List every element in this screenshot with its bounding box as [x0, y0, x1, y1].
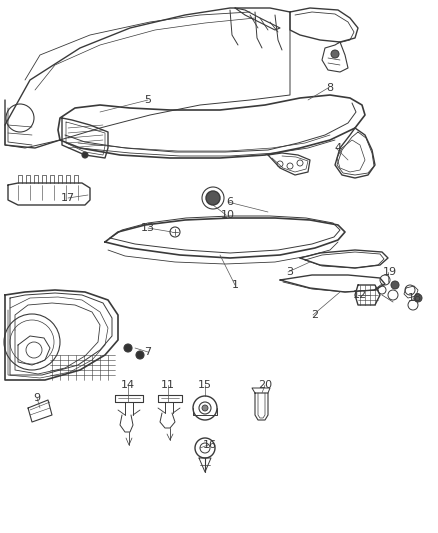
Text: 6: 6 [226, 197, 233, 207]
Circle shape [391, 281, 399, 289]
Circle shape [202, 405, 208, 411]
Text: 2: 2 [311, 310, 318, 320]
Circle shape [82, 152, 88, 158]
Text: 18: 18 [408, 293, 422, 303]
Text: 4: 4 [335, 143, 342, 153]
Circle shape [206, 191, 220, 205]
Circle shape [414, 294, 422, 302]
Text: 13: 13 [141, 223, 155, 233]
Circle shape [124, 344, 132, 352]
Text: 12: 12 [353, 290, 367, 300]
Text: 19: 19 [383, 267, 397, 277]
Text: 8: 8 [326, 83, 334, 93]
Text: 14: 14 [121, 380, 135, 390]
Text: 5: 5 [145, 95, 152, 105]
Text: 15: 15 [198, 380, 212, 390]
Circle shape [136, 351, 144, 359]
Text: 10: 10 [221, 210, 235, 220]
Text: 1: 1 [232, 280, 239, 290]
Text: 3: 3 [286, 267, 293, 277]
Circle shape [331, 50, 339, 58]
Text: 9: 9 [33, 393, 41, 403]
Text: 16: 16 [203, 440, 217, 450]
Text: 20: 20 [258, 380, 272, 390]
Text: 7: 7 [145, 347, 152, 357]
Text: 17: 17 [61, 193, 75, 203]
Text: 11: 11 [161, 380, 175, 390]
